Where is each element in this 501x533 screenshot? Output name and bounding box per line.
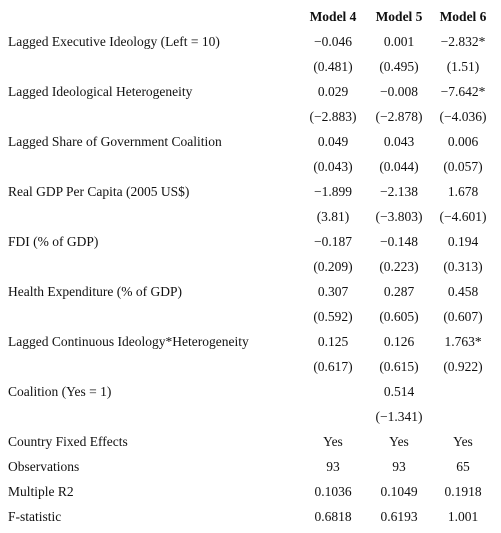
table-cell: 0.029 (317, 84, 349, 99)
row-label: Lagged Continuous Ideology*Heterogeneity (8, 334, 249, 349)
table-cell: 1.763* (444, 334, 482, 349)
row-label: Observations (8, 459, 80, 474)
table-cell: 0.126 (383, 334, 415, 349)
table-cell: (−4.036) (439, 109, 487, 124)
table-cell: (0.922) (443, 359, 483, 374)
table-cell: (−3.803) (375, 209, 423, 224)
row-label: Lagged Share of Government Coalition (8, 134, 222, 149)
column-header: Model 4 (309, 9, 357, 24)
table-cell: 0.287 (383, 284, 415, 299)
row-label: Country Fixed Effects (8, 434, 128, 449)
table-cell: Yes (323, 434, 343, 449)
table-cell: 93 (392, 459, 406, 474)
table-cell: (0.617) (313, 359, 353, 374)
table-cell: −0.148 (380, 234, 418, 249)
table-cell: (0.209) (313, 259, 353, 274)
table-cell: 0.1049 (380, 484, 418, 499)
table-cell: (0.223) (379, 259, 419, 274)
table-cell: 0.1036 (314, 484, 352, 499)
table-cell: (0.615) (379, 359, 419, 374)
table-cell: (−4.601) (439, 209, 487, 224)
table-cell: (0.043) (313, 159, 353, 174)
table-cell: (0.481) (313, 59, 353, 74)
column-header: Model 6 (439, 9, 487, 24)
table-cell: 0.1918 (444, 484, 482, 499)
column-header: Model 5 (375, 9, 423, 24)
table-cell: (−1.341) (375, 409, 423, 424)
table-cell: −0.008 (380, 84, 418, 99)
table-cell: (0.044) (379, 159, 419, 174)
row-label: Lagged Executive Ideology (Left = 10) (8, 34, 220, 49)
row-label: FDI (% of GDP) (8, 234, 99, 249)
table-cell: 0.514 (383, 384, 415, 399)
table-cell: (1.51) (446, 59, 480, 74)
table-cell: (0.605) (379, 309, 419, 324)
row-label: Coalition (Yes = 1) (8, 384, 112, 399)
table-cell: −2.832* (440, 34, 486, 49)
row-label: Lagged Ideological Heterogeneity (8, 84, 193, 99)
table-cell: 0.6818 (314, 509, 352, 524)
table-cell: (−2.878) (375, 109, 423, 124)
row-label: Multiple R2 (8, 484, 74, 499)
table-cell: (0.313) (443, 259, 483, 274)
table-cell: 0.006 (447, 134, 479, 149)
table-cell: (−2.883) (309, 109, 357, 124)
table-cell: 65 (456, 459, 470, 474)
table-cell: 0.043 (383, 134, 415, 149)
table-cell: (0.592) (313, 309, 353, 324)
table-cell: 0.125 (317, 334, 349, 349)
table-cell: (0.495) (379, 59, 419, 74)
table-cell: 1.001 (447, 509, 479, 524)
table-cell: −2.138 (380, 184, 418, 199)
row-label: Real GDP Per Capita (2005 US$) (8, 184, 190, 199)
table-cell: −1.899 (314, 184, 352, 199)
row-label: F-statistic (8, 509, 62, 524)
table-cell: Yes (389, 434, 409, 449)
table-cell: −0.187 (314, 234, 352, 249)
table-cell: (0.607) (443, 309, 483, 324)
table-cell: −7.642* (440, 84, 486, 99)
table-cell: 1.678 (447, 184, 479, 199)
table-cell: 0.049 (317, 134, 349, 149)
table-cell: 0.194 (447, 234, 479, 249)
table-cell: −0.046 (314, 34, 352, 49)
table-cell: Yes (453, 434, 473, 449)
table-cell: (0.057) (443, 159, 483, 174)
table-cell: (3.81) (316, 209, 350, 224)
table-cell: 0.001 (383, 34, 415, 49)
table-cell: 93 (326, 459, 340, 474)
row-label: Health Expenditure (% of GDP) (8, 284, 182, 299)
table-cell: 0.458 (447, 284, 479, 299)
table-cell: 0.6193 (380, 509, 418, 524)
table-cell: 0.307 (317, 284, 349, 299)
